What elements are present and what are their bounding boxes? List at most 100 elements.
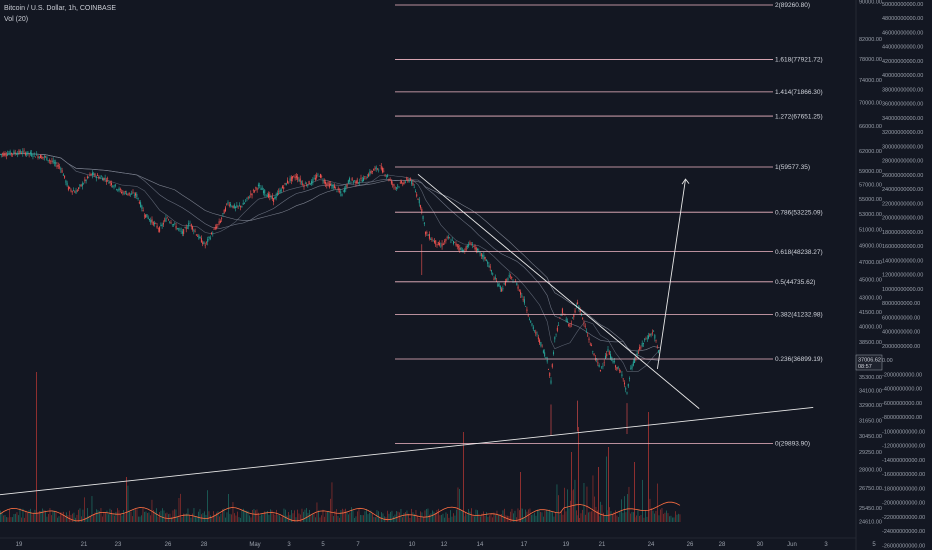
volume-bar <box>171 517 172 522</box>
symbol-title[interactable]: Bitcoin / U.S. Dollar, 1h, COINBASE <box>4 5 117 12</box>
price-candle-body <box>637 352 639 353</box>
price-candle-body <box>423 222 425 225</box>
price-candle-body <box>173 224 175 225</box>
price-candle-body <box>342 190 344 192</box>
price-candle-body <box>509 275 511 277</box>
volume-bar <box>180 493 181 522</box>
price-candle-body <box>112 185 114 187</box>
volume-bar <box>357 511 358 522</box>
chart-legend: Bitcoin / U.S. Dollar, 1h, COINBASE Vol … <box>4 3 116 25</box>
price-tick-label: 78000.00 <box>859 57 882 63</box>
volume-bar <box>150 515 151 522</box>
price-candle-body <box>616 367 618 370</box>
volume-bar <box>319 517 321 522</box>
volume-bar <box>211 516 213 522</box>
volume-bar <box>597 510 598 522</box>
price-candle-body <box>34 156 36 158</box>
price-candle-body <box>632 361 634 366</box>
price-candle-body <box>233 204 235 209</box>
price-candle-body <box>359 181 361 183</box>
volume-bar <box>159 512 160 522</box>
price-candle-body <box>363 177 365 182</box>
price-candle-body <box>159 227 161 232</box>
volume-bar <box>538 509 540 522</box>
price-axis: 90000.00 82000.00 78000.00 74000.00 70000.00… <box>855 0 925 550</box>
volume-bar <box>21 517 22 522</box>
volume-tick-label: 16000000000.00 <box>882 244 923 250</box>
time-tick-label: 21 <box>599 542 606 548</box>
volume-bar <box>76 514 78 522</box>
price-candle-body <box>311 180 313 185</box>
price-candle-body <box>407 178 409 182</box>
volume-bar <box>610 511 612 522</box>
volume-bar <box>453 513 454 522</box>
price-candle-body <box>241 206 243 207</box>
volume-bar <box>645 510 646 522</box>
price-candle-body <box>65 180 67 183</box>
price-candle-body <box>99 177 101 179</box>
time-tick-label: Jun <box>787 542 797 548</box>
price-candle-body <box>131 193 133 195</box>
price-tick-label: 55000.00 <box>859 197 882 203</box>
price-candle-body <box>496 280 498 282</box>
volume-bar <box>504 508 505 522</box>
price-candle-body <box>260 188 262 190</box>
volume-bar <box>37 513 39 522</box>
price-candle-body <box>418 199 420 204</box>
volume-bar <box>97 510 99 522</box>
price-candle-body <box>471 244 473 246</box>
price-candle-body <box>183 229 185 234</box>
volume-bar <box>105 512 106 522</box>
volume-bar <box>138 516 139 522</box>
price-candle-body <box>261 187 263 190</box>
price-candle-body <box>242 202 244 205</box>
price-candle-body <box>597 362 599 364</box>
volume-bar <box>405 512 406 522</box>
price-candle-body <box>278 191 280 193</box>
time-tick-label: May <box>249 542 260 548</box>
volume-bar <box>249 515 250 522</box>
volume-bar <box>219 516 220 522</box>
price-candle-body <box>243 202 245 204</box>
trendline-line <box>417 173 700 409</box>
volume-bar <box>235 515 237 522</box>
price-candle-body <box>132 192 134 194</box>
volume-bar <box>655 510 657 522</box>
price-tick-label: 25450.00 <box>859 506 882 512</box>
price-candle-body <box>208 236 210 238</box>
price-candle-body <box>398 186 400 188</box>
price-candle-body <box>352 181 354 183</box>
price-candle-body <box>426 232 428 234</box>
price-tick-label: 43000.00 <box>859 296 882 302</box>
volume-spike <box>648 412 649 522</box>
price-candle-body <box>43 156 45 158</box>
volume-tick-label: -2000000000.00 <box>882 372 922 378</box>
volume-indicator-label[interactable]: Vol (20) <box>4 16 29 23</box>
volume-bar <box>280 517 282 522</box>
volume-bar <box>181 517 183 522</box>
volume-tick-label: 34000000000.00 <box>882 116 923 122</box>
volume-bar <box>147 513 148 522</box>
volume-bar <box>117 508 118 522</box>
price-candle-body <box>456 244 458 247</box>
price-candle-body <box>439 242 441 246</box>
price-candle-body <box>447 236 449 238</box>
volume-bar <box>13 514 15 522</box>
price-candle-body <box>90 173 92 175</box>
price-candle-body <box>450 241 452 243</box>
price-candle-body <box>380 166 382 170</box>
price-candle-body <box>627 383 629 387</box>
price-candle-body <box>506 279 508 281</box>
volume-bar <box>210 515 211 522</box>
price-candle-body <box>470 244 472 246</box>
volume-spike <box>571 452 572 522</box>
price-candle-body <box>451 239 453 241</box>
price-candle-body <box>393 184 395 187</box>
price-candle-body <box>555 333 557 335</box>
volume-bar <box>577 515 579 522</box>
price-candle-body <box>613 360 615 362</box>
volume-tick-label: -14000000000.00 <box>882 458 925 464</box>
price-candle-body <box>337 188 339 191</box>
price-candle-body <box>440 245 442 247</box>
